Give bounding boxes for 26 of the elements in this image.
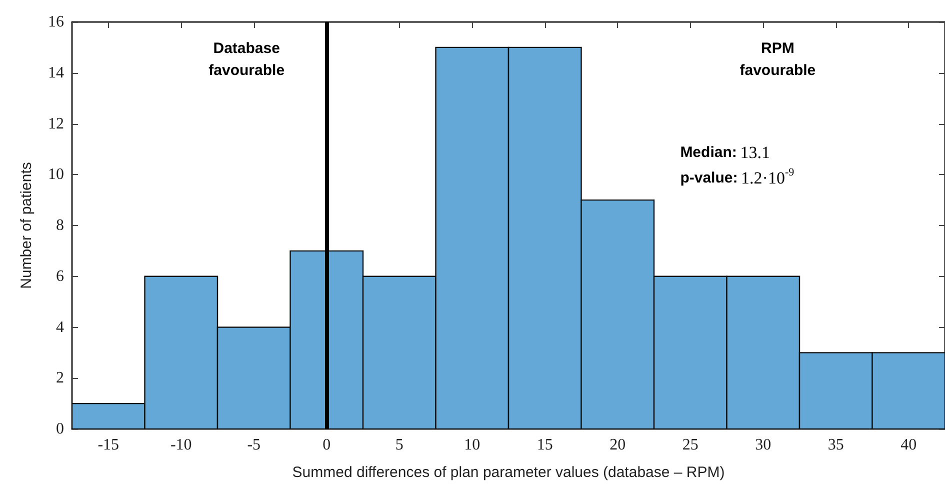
y-tick-label: 8 [56,217,64,234]
annotation: Database favourable [208,40,285,79]
x-tick-label: -5 [247,436,261,454]
annotation: RPM favourable [740,40,816,79]
x-tick-label: 0 [322,436,331,454]
y-tick-label: 10 [48,166,64,184]
x-tick-label: 30 [755,436,772,454]
x-tick-label: 20 [610,436,626,454]
y-tick-label: 12 [48,115,64,132]
x-axis-title: Summed differences of plan parameter values (database – RPM) [292,464,725,481]
y-tick-label: 16 [48,14,64,30]
y-tick-label: 14 [48,64,64,82]
x-tick-label: 25 [682,436,698,454]
x-tick-label: 15 [536,436,553,454]
y-tick-label: 6 [56,268,64,285]
x-tick-label: 10 [464,436,480,454]
x-tick-label: -15 [98,436,120,454]
y-axis-title: Number of patients [18,162,35,289]
x-tick-label: -10 [170,436,192,454]
y-tick-label: 2 [56,370,64,387]
x-tick-label: 5 [395,436,404,454]
x-tick-label: 40 [900,436,917,454]
annotation: Median: 13.1 [680,143,770,162]
y-tick-label: 0 [56,420,64,438]
y-tick-label: 4 [56,318,64,336]
x-tick-label: 35 [828,436,844,454]
